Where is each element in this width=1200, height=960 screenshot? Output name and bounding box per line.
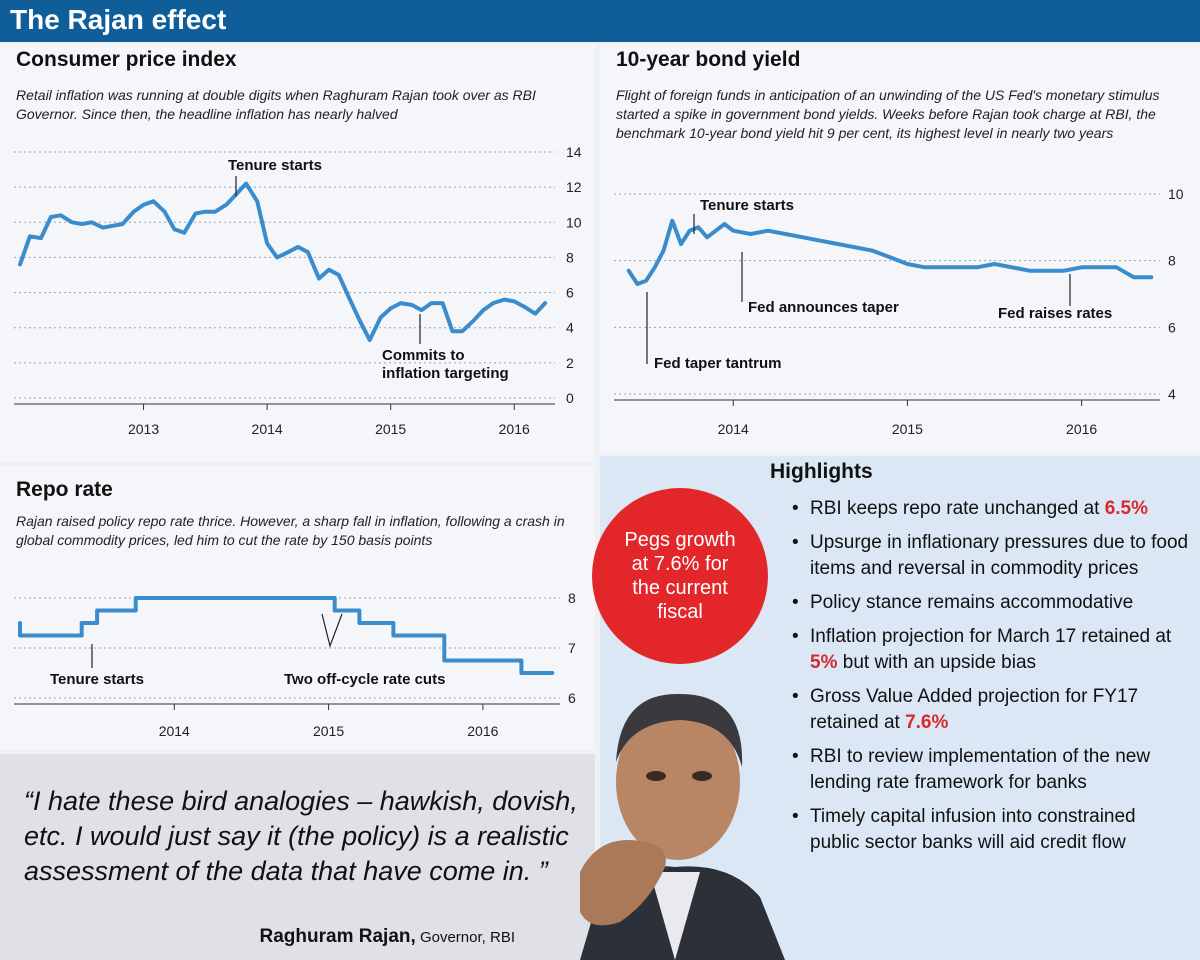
y-tick-label: 12 — [566, 179, 582, 195]
portrait-eye-right — [692, 771, 712, 781]
bond-chart: 4 6 8 10 2014 2015 2016 Tenure starts Fed announ… — [614, 186, 1184, 437]
highlight-text-after: but with an upside bias — [837, 652, 1037, 673]
quote-panel: “I hate these bird analogies – hawkish, … — [0, 754, 595, 960]
cpi-chart: 0 2 4 6 8 10 12 14 2013 2014 2015 2016 Tenure starts… — [14, 144, 582, 437]
highlight-item: RBI to review implementation of the new … — [790, 744, 1190, 796]
annotation-label: Commits to — [382, 347, 465, 364]
highlights-title: Highlights — [770, 460, 873, 483]
cpi-description: Retail inflation was running at double d… — [16, 87, 536, 122]
portrait-face — [616, 704, 740, 860]
x-tick-label: 2015 — [375, 421, 406, 437]
repo-panel: Repo rate Rajan raised policy repo rate … — [0, 466, 595, 750]
highlight-value: 5% — [810, 652, 838, 673]
highlight-text: RBI keeps repo rate unchanged at — [810, 498, 1105, 519]
y-tick-label: 8 — [568, 590, 576, 606]
annotation-label: Tenure starts — [228, 157, 322, 174]
portrait-shirt — [650, 872, 700, 960]
highlight-value: 6.5% — [1104, 498, 1149, 519]
annotation-label: Fed raises rates — [998, 305, 1112, 322]
quote-author: Raghuram Rajan, Governor, RBI — [260, 926, 515, 948]
cpi-title: Consumer price index — [16, 48, 237, 71]
highlight-text: RBI to review implementation of the new … — [810, 746, 1151, 793]
series-line — [18, 596, 555, 675]
bond-title: 10-year bond yield — [616, 48, 801, 71]
annotation-label: Two off-cycle rate cuts — [284, 671, 445, 688]
annotation-label: Tenure starts — [700, 197, 794, 214]
highlight-value: 7.6% — [905, 712, 949, 733]
series-line — [18, 181, 548, 342]
y-tick-label: 10 — [566, 214, 582, 230]
quote-text: “I hate these bird analogies – hawkish, … — [24, 786, 578, 886]
growth-badge: Pegs growth at 7.6% for the current fisc… — [592, 488, 768, 664]
y-tick-label: 7 — [568, 640, 576, 656]
y-tick-label: 10 — [1168, 186, 1184, 202]
annotation-pointer — [321, 613, 343, 649]
growth-badge-text: Pegs growth at 7.6% for the current fisc… — [624, 529, 736, 623]
highlight-item: RBI keeps repo rate unchanged at 6.5% — [790, 496, 1190, 522]
repo-title: Repo rate — [16, 478, 113, 501]
portrait-hair — [616, 693, 743, 767]
portrait-eye-left — [646, 771, 666, 781]
y-tick-label: 4 — [566, 320, 574, 336]
annotation-label: Fed announces taper — [748, 299, 899, 316]
y-tick-label: 0 — [566, 390, 574, 406]
y-tick-label: 2 — [566, 355, 574, 371]
quote-author-role: Governor, RBI — [415, 929, 515, 946]
x-tick-label: 2014 — [718, 421, 749, 437]
x-tick-label: 2016 — [467, 723, 498, 739]
highlight-text: Gross Value Added projection for FY17 re… — [810, 686, 1139, 733]
highlight-item: Policy stance remains accommodative — [790, 590, 1190, 616]
highlights-list: RBI keeps repo rate unchanged at 6.5% Up… — [790, 496, 1190, 864]
x-tick-label: 2014 — [252, 421, 283, 437]
annotation-label: inflation targeting — [382, 365, 509, 382]
repo-chart: 6 7 8 2014 2015 2016 Tenure starts Two off-cycl… — [14, 590, 576, 739]
highlight-item: Inflation projection for March 17 retain… — [790, 624, 1190, 676]
highlight-text: Upsurge in inflationary pressures due to… — [810, 532, 1189, 579]
y-tick-label: 8 — [1168, 253, 1176, 269]
x-tick-label: 2015 — [892, 421, 923, 437]
cpi-panel: Consumer price index Retail inflation wa… — [0, 44, 595, 462]
annotation-label: Tenure starts — [50, 671, 144, 688]
header-banner: The Rajan effect — [0, 0, 1200, 42]
y-tick-label: 14 — [566, 144, 582, 160]
y-tick-label: 6 — [1168, 319, 1176, 335]
y-tick-label: 4 — [1168, 386, 1176, 402]
series-line — [626, 218, 1154, 286]
highlight-text: Timely capital infusion into constrained… — [810, 806, 1136, 853]
x-tick-label: 2013 — [128, 421, 159, 437]
bond-panel: 10-year bond yield Flight of foreign fun… — [600, 44, 1200, 452]
y-tick-label: 8 — [566, 249, 574, 265]
x-tick-label: 2014 — [159, 723, 190, 739]
highlight-item: Gross Value Added projection for FY17 re… — [790, 684, 1190, 736]
annotation-label: Fed taper tantrum — [654, 355, 782, 372]
highlight-text: Policy stance remains accommodative — [810, 592, 1134, 613]
x-tick-label: 2016 — [499, 421, 530, 437]
portrait-hand — [580, 840, 666, 926]
repo-description: Rajan raised policy repo rate thrice. Ho… — [16, 513, 565, 548]
quote-author-name: Raghuram Rajan, — [259, 926, 416, 947]
y-tick-label: 6 — [568, 690, 576, 706]
bond-description: Flight of foreign funds in anticipation … — [616, 87, 1160, 141]
y-tick-label: 6 — [566, 285, 574, 301]
highlight-item: Timely capital infusion into constrained… — [790, 804, 1190, 856]
x-tick-label: 2016 — [1066, 421, 1097, 437]
highlight-item: Upsurge in inflationary pressures due to… — [790, 530, 1190, 582]
page-title: The Rajan effect — [10, 4, 227, 35]
highlight-text: Inflation projection for March 17 retain… — [810, 626, 1172, 647]
x-tick-label: 2015 — [313, 723, 344, 739]
portrait-image — [580, 693, 785, 960]
